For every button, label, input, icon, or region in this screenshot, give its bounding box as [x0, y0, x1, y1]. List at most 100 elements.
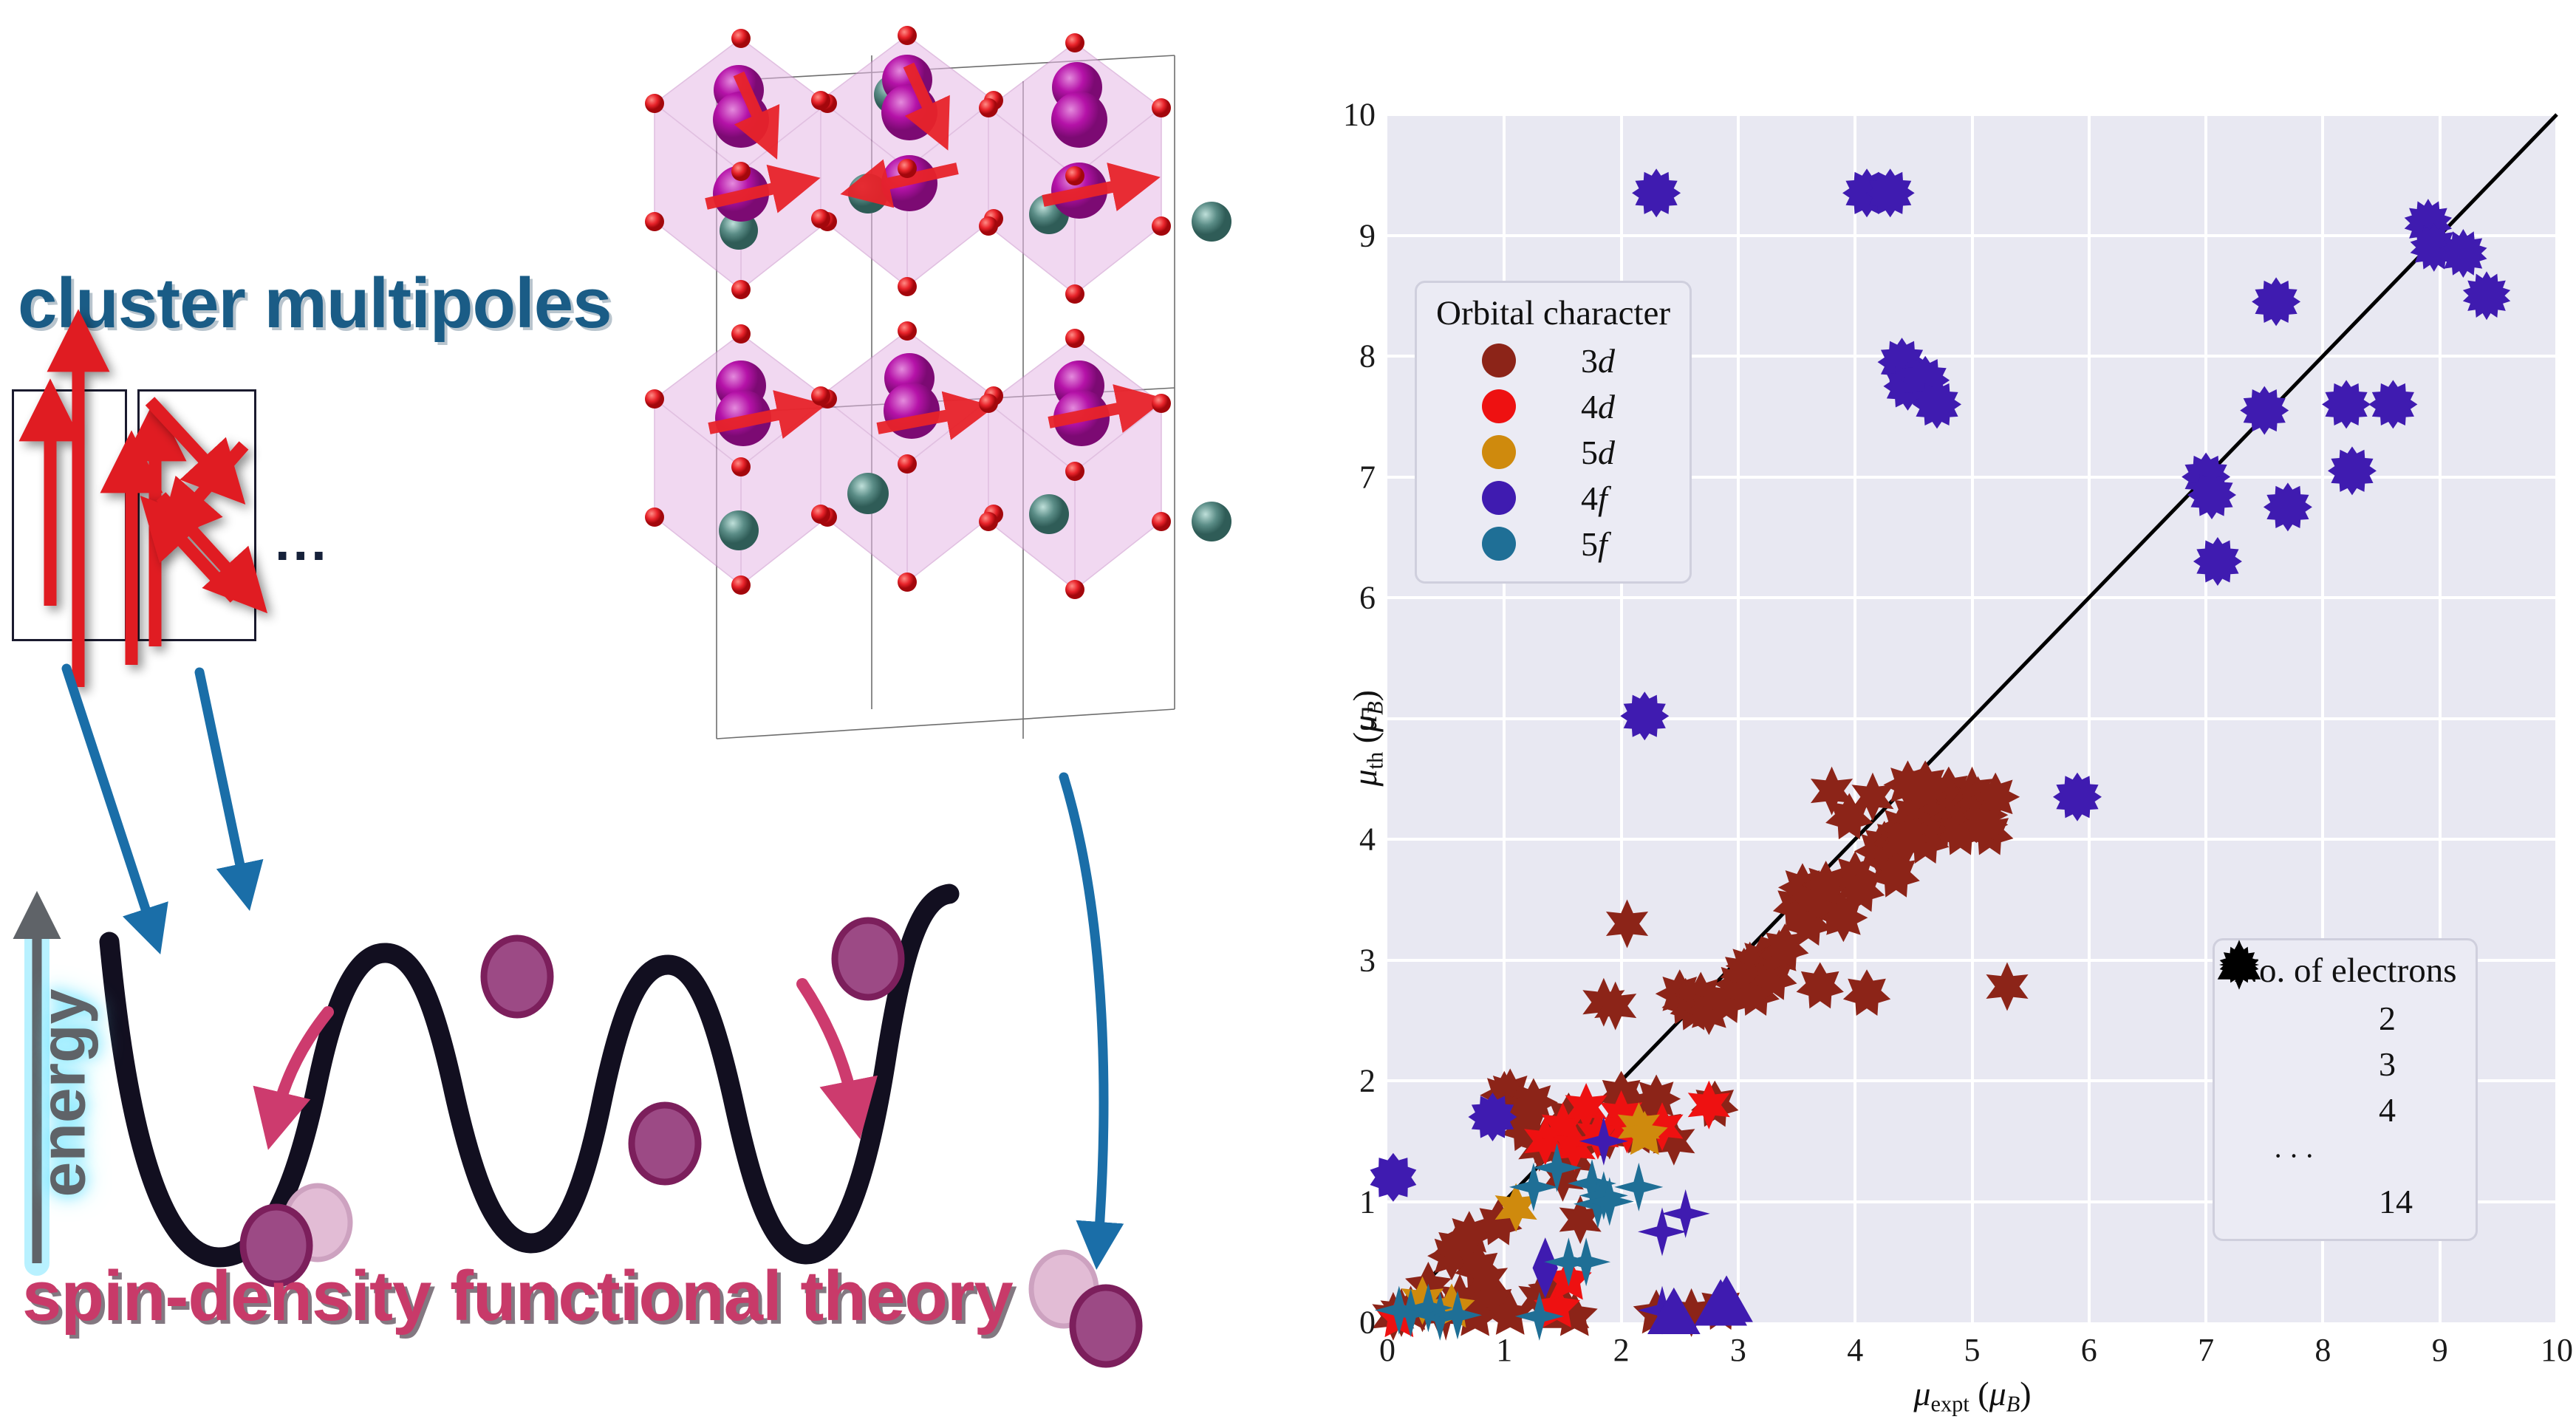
data-point: [2252, 277, 2301, 327]
data-point: [1605, 899, 1649, 949]
energy-axis-label: energy: [27, 988, 99, 1197]
data-point: [1687, 1080, 1730, 1130]
marker-glyph-icon: [2219, 945, 2259, 985]
gridline-horizontal: [1387, 596, 2557, 599]
data-point: [1661, 1189, 1710, 1238]
orbital-color-dot-icon: [1436, 344, 1562, 377]
ball-barrier-1: [480, 934, 554, 1019]
data-point: [1653, 1116, 1695, 1166]
data-point: [1842, 969, 1891, 1016]
legend-electrons-row[interactable]: 2: [2228, 940, 2456, 1041]
data-point: [1986, 962, 2029, 1011]
y-tick-label: 5: [1359, 700, 1376, 737]
y-tick-label: 4: [1359, 821, 1376, 858]
legend-orbital-label: 4f: [1581, 479, 1608, 517]
data-point: [1486, 1291, 1534, 1335]
legend-orbital-row[interactable]: 5d: [1436, 429, 1670, 475]
data-point: [1370, 1152, 1417, 1202]
legend-orbital-label: 5f: [1581, 524, 1608, 563]
orbital-color-dot-icon: [1436, 389, 1562, 423]
legend-electrons-title: No. of electrons: [2234, 951, 2457, 990]
data-point: [1568, 1158, 1617, 1208]
data-point: [1902, 760, 1950, 807]
data-point: [1509, 1162, 1558, 1212]
legend-electrons-label: 3: [2379, 1045, 2396, 1083]
data-point: [1620, 691, 1670, 741]
data-point: [1883, 815, 1933, 864]
data-point: [2327, 446, 2377, 496]
sdft-heading: spin-density functional theory: [22, 1257, 1014, 1336]
y-tick-label: 3: [1359, 942, 1376, 978]
gridline-vertical: [2555, 115, 2558, 1322]
legend-orbital-row[interactable]: 4f: [1436, 475, 1670, 521]
y-tick-label: 1: [1359, 1183, 1376, 1220]
data-point: [2462, 271, 2511, 321]
data-point: [1638, 1207, 1687, 1257]
y-tick-label: 8: [1359, 338, 1376, 375]
data-point: [1837, 865, 1885, 912]
moment-arrows-svg: [13, 309, 1124, 1276]
gridline-horizontal: [1387, 233, 2557, 237]
data-point: [1647, 1287, 1701, 1334]
x-tick-label: 1: [1496, 1332, 1513, 1368]
legend-orbital-character[interactable]: Orbital character 3d 4d 5d 4f 5f: [1415, 281, 1692, 584]
legend-orbital-row[interactable]: 4d: [1436, 383, 1670, 429]
data-point: [1404, 1283, 1453, 1333]
legend-electrons-row[interactable]: 3: [2217, 941, 2456, 1087]
ball-group: [239, 917, 1143, 1368]
data-point: [2052, 772, 2102, 821]
flow-arrow-box2: [194, 667, 264, 912]
data-point: [1614, 1162, 1664, 1212]
data-point: [1524, 1116, 1567, 1166]
data-point: [1551, 1291, 1598, 1336]
data-point: [1432, 1291, 1482, 1340]
x-axis-label: μexpt (μB): [1913, 1375, 2032, 1417]
data-point: [1541, 1152, 1585, 1202]
orbital-color-dot-icon: [1436, 435, 1562, 469]
data-point: [1494, 1183, 1537, 1232]
data-point: [2368, 380, 2418, 429]
legend-orbital-row[interactable]: 3d: [1436, 338, 1670, 383]
gridline-horizontal: [1387, 355, 2557, 358]
scatter-series-4f: [1370, 168, 2511, 1335]
data-point: [1796, 962, 1844, 1009]
x-tick-label: 5: [1964, 1332, 1981, 1368]
data-point: [1579, 1116, 1628, 1166]
data-point: [1576, 1110, 1619, 1160]
legend-orbital-row[interactable]: 5f: [1436, 521, 1670, 567]
legend-electrons-label: 2: [2379, 999, 2396, 1037]
electron-marker-icon: ···: [2234, 1138, 2360, 1173]
x-tick-label: 6: [2080, 1332, 2097, 1368]
data-point: [2439, 229, 2487, 278]
gridline-horizontal: [1387, 1200, 2557, 1203]
data-point: [2263, 482, 2312, 532]
scatter-series-3d: [1372, 760, 2029, 1341]
data-point: [1532, 1143, 1582, 1192]
legend-electrons-row[interactable]: 14: [2219, 945, 2456, 1224]
data-point: [2322, 380, 2371, 429]
data-point: [1585, 1177, 1634, 1226]
legend-orbital-label: 5d: [1581, 433, 1615, 471]
scatter-plot-panel: 0 1 2 3 4 5 6 7 8 9 10 0 1 2 3 4 5 6 7 8 9 10 μexpt (μB) μth…: [1322, 0, 2576, 1425]
data-point: [1469, 1279, 1517, 1327]
transition-arrow-right: [796, 978, 878, 1140]
y-tick-label: 10: [1343, 96, 1376, 133]
legend-number-of-electrons[interactable]: No. of electrons 2 3 4 ··· 14: [2213, 938, 2478, 1241]
data-point: [1851, 772, 1894, 821]
data-point: [1465, 1255, 1509, 1305]
data-point: [2187, 471, 2237, 520]
data-point: [1562, 1237, 1611, 1287]
scatter-series-5f: [1374, 1143, 1664, 1341]
marker-ellipsis-icon: ···: [2273, 1138, 2320, 1172]
legend-electrons-row[interactable]: 4: [2219, 945, 2456, 1132]
scatter-markers: [1370, 113, 2558, 1341]
transition-arrow-group: [253, 978, 878, 1150]
ball-minimum-1: [239, 1203, 313, 1288]
legend-electrons-row[interactable]: ···: [2234, 1132, 2456, 1178]
data-point: [1541, 1102, 1585, 1152]
data-point: [1959, 800, 2009, 850]
x-tick-label: 3: [1729, 1332, 1746, 1368]
data-point: [1913, 380, 1962, 429]
legend-orbital-label: 4d: [1581, 387, 1615, 426]
x-tick-label: 2: [1613, 1332, 1630, 1368]
